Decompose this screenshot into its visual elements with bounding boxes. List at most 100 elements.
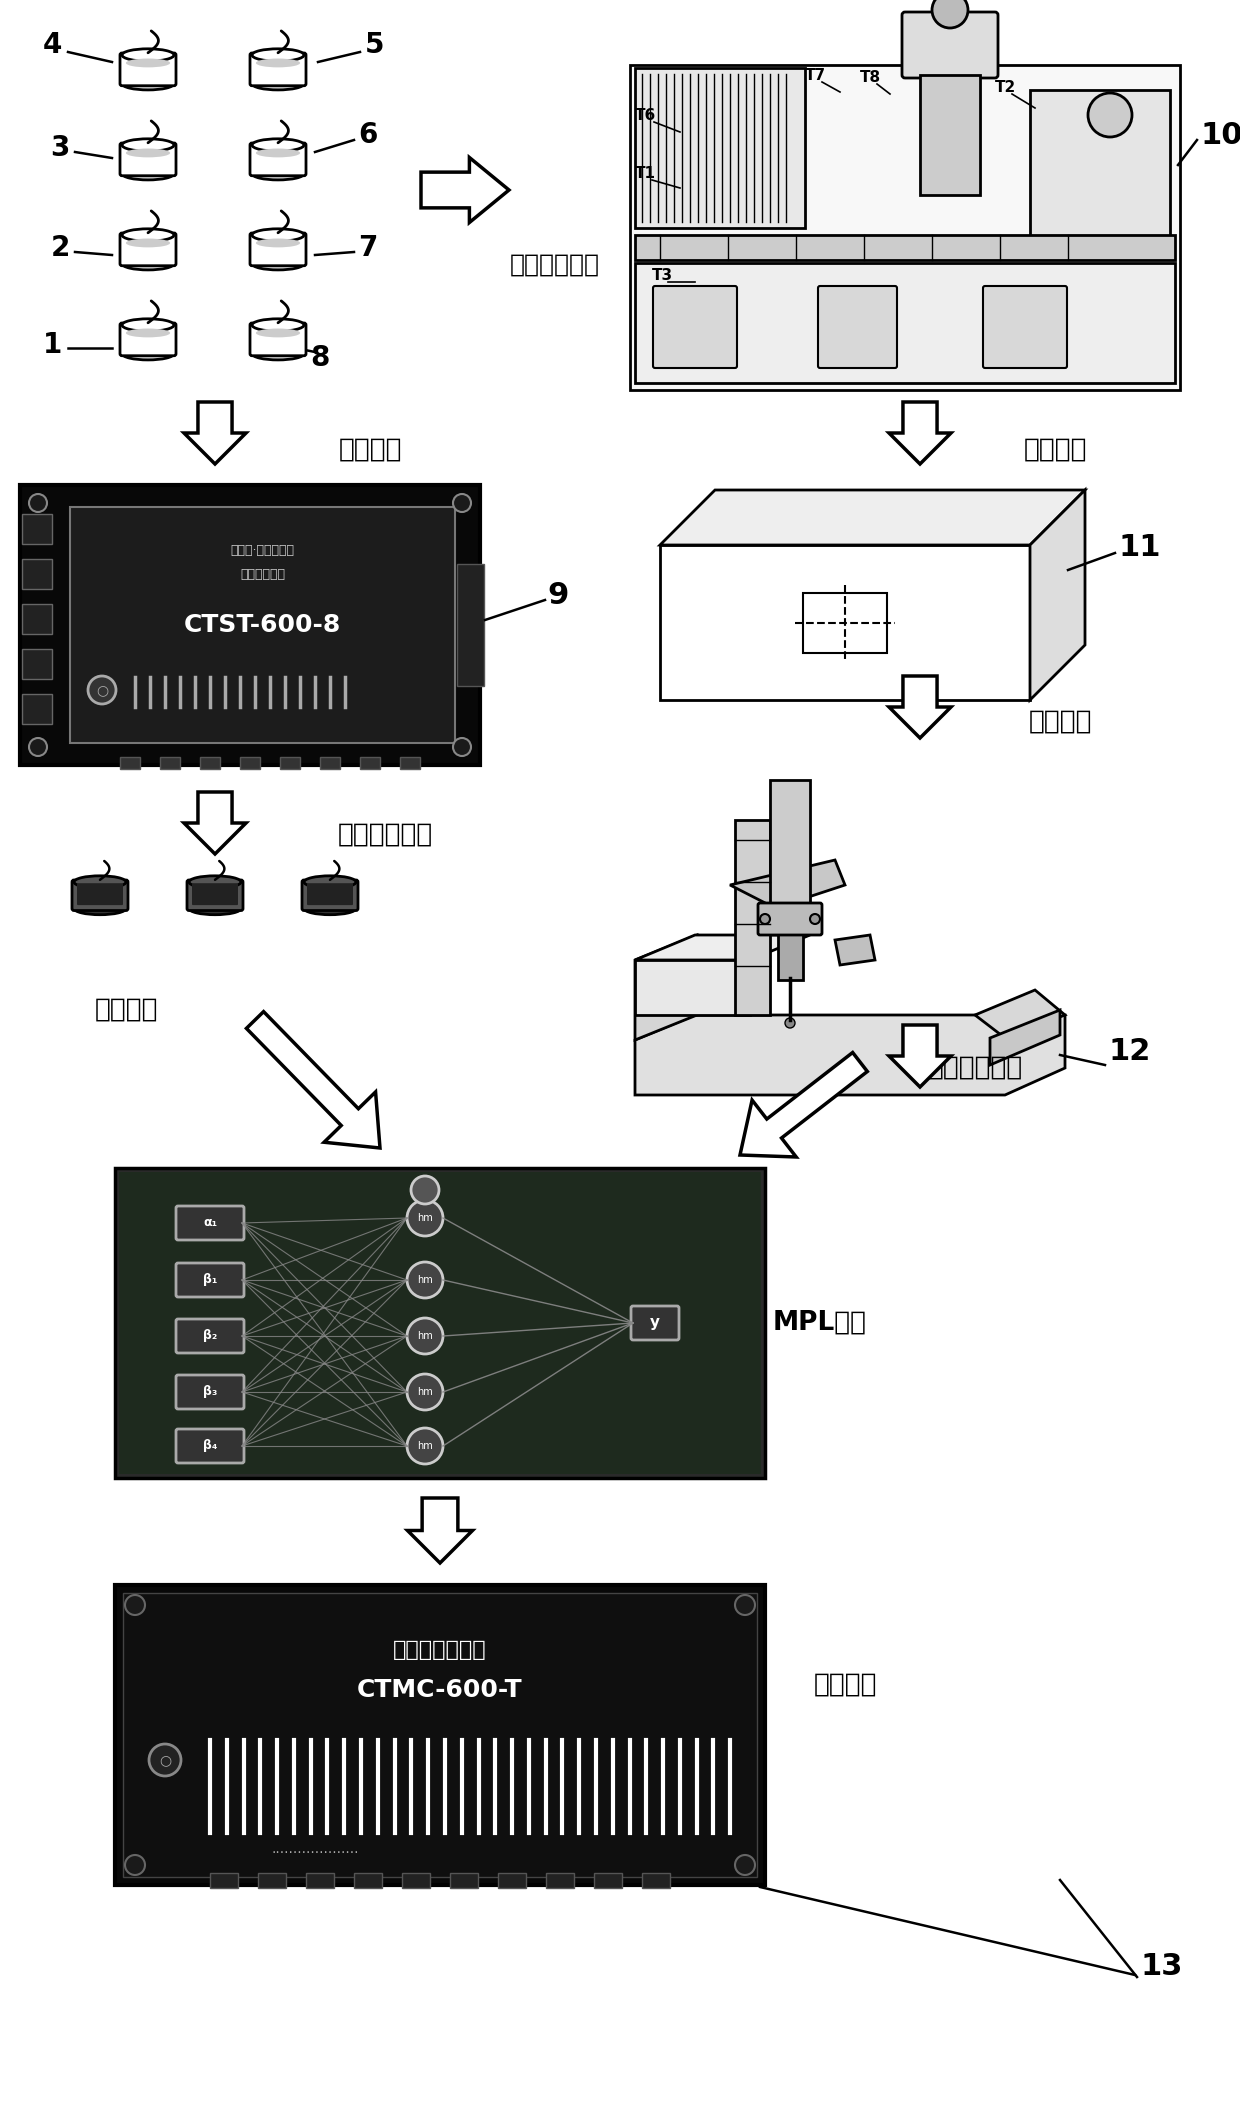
FancyBboxPatch shape (308, 883, 353, 904)
Ellipse shape (188, 875, 241, 887)
Polygon shape (975, 991, 1065, 1039)
FancyBboxPatch shape (77, 883, 123, 904)
FancyBboxPatch shape (401, 757, 420, 770)
FancyBboxPatch shape (176, 1264, 244, 1298)
Text: ○: ○ (159, 1754, 171, 1767)
Ellipse shape (122, 78, 174, 90)
FancyBboxPatch shape (250, 324, 306, 355)
FancyBboxPatch shape (115, 1167, 765, 1478)
Text: 11: 11 (1118, 534, 1161, 562)
Circle shape (407, 1428, 443, 1464)
FancyBboxPatch shape (192, 883, 238, 904)
Text: 关键温度辨识: 关键温度辨识 (337, 822, 433, 848)
Text: 误差补偿主模块: 误差补偿主模块 (393, 1640, 487, 1659)
Circle shape (932, 0, 968, 27)
Circle shape (453, 738, 471, 755)
Ellipse shape (255, 238, 300, 248)
Ellipse shape (252, 320, 304, 330)
FancyBboxPatch shape (303, 879, 358, 911)
FancyBboxPatch shape (160, 757, 180, 770)
Circle shape (407, 1319, 443, 1354)
Circle shape (29, 494, 47, 511)
FancyBboxPatch shape (920, 76, 980, 196)
Ellipse shape (74, 875, 126, 887)
FancyBboxPatch shape (498, 1874, 526, 1888)
FancyBboxPatch shape (250, 143, 306, 177)
FancyBboxPatch shape (120, 233, 176, 265)
Text: T1: T1 (635, 166, 656, 181)
Text: 2: 2 (51, 233, 69, 263)
Text: 4: 4 (42, 32, 62, 59)
FancyBboxPatch shape (818, 286, 897, 368)
Ellipse shape (252, 48, 304, 61)
Text: 误差补偿: 误差补偿 (813, 1672, 877, 1697)
Ellipse shape (122, 257, 174, 269)
Text: 7: 7 (358, 233, 378, 263)
Ellipse shape (126, 59, 170, 67)
Text: 6: 6 (358, 122, 378, 149)
Text: hm: hm (417, 1441, 433, 1451)
Text: hm: hm (417, 1213, 433, 1224)
Circle shape (88, 675, 117, 705)
FancyBboxPatch shape (187, 879, 243, 911)
Polygon shape (408, 1497, 472, 1563)
FancyBboxPatch shape (280, 757, 300, 770)
Ellipse shape (126, 149, 170, 158)
Ellipse shape (122, 168, 174, 181)
FancyBboxPatch shape (546, 1874, 574, 1888)
Text: MPL建模: MPL建模 (773, 1310, 867, 1335)
FancyBboxPatch shape (458, 564, 484, 686)
Ellipse shape (304, 902, 356, 915)
Circle shape (1087, 93, 1132, 137)
FancyBboxPatch shape (22, 559, 52, 589)
Ellipse shape (255, 328, 300, 336)
FancyBboxPatch shape (22, 694, 52, 723)
FancyBboxPatch shape (22, 513, 52, 545)
Ellipse shape (74, 902, 126, 915)
Text: 13: 13 (1140, 1952, 1183, 1981)
FancyBboxPatch shape (115, 1586, 765, 1884)
Ellipse shape (252, 168, 304, 181)
Text: ○: ○ (95, 683, 108, 696)
Circle shape (760, 915, 770, 923)
Text: 12: 12 (1109, 1037, 1151, 1066)
Polygon shape (740, 1052, 867, 1157)
FancyBboxPatch shape (653, 286, 737, 368)
FancyBboxPatch shape (119, 1171, 761, 1474)
Text: 5: 5 (366, 32, 384, 59)
Polygon shape (422, 158, 508, 223)
Text: 切削工件: 切削工件 (1023, 437, 1086, 463)
Text: 9: 9 (547, 580, 569, 610)
Circle shape (407, 1373, 443, 1409)
FancyBboxPatch shape (1030, 90, 1171, 240)
Text: 特征测量: 特征测量 (1028, 709, 1091, 736)
Text: hm: hm (417, 1274, 433, 1285)
Ellipse shape (126, 328, 170, 336)
Text: 温度测点布置: 温度测点布置 (510, 252, 600, 278)
Ellipse shape (252, 347, 304, 360)
Circle shape (125, 1855, 145, 1876)
FancyBboxPatch shape (630, 65, 1180, 389)
Text: CTST-600-8: CTST-600-8 (184, 612, 341, 637)
Text: hm: hm (417, 1331, 433, 1342)
FancyBboxPatch shape (450, 1874, 477, 1888)
Bar (804, 593, 887, 652)
Text: T3: T3 (652, 267, 673, 284)
FancyBboxPatch shape (631, 1306, 680, 1340)
Text: β₄: β₄ (203, 1438, 217, 1453)
Text: T7: T7 (805, 67, 826, 82)
Polygon shape (635, 936, 697, 1041)
FancyBboxPatch shape (635, 263, 1176, 383)
Circle shape (785, 1018, 795, 1028)
FancyBboxPatch shape (258, 1874, 286, 1888)
Polygon shape (990, 1009, 1060, 1064)
FancyBboxPatch shape (72, 879, 128, 911)
Ellipse shape (122, 347, 174, 360)
FancyBboxPatch shape (353, 1874, 382, 1888)
FancyBboxPatch shape (250, 53, 306, 86)
Ellipse shape (188, 902, 241, 915)
Polygon shape (889, 675, 951, 738)
Ellipse shape (122, 320, 174, 330)
Text: β₂: β₂ (203, 1329, 217, 1342)
FancyBboxPatch shape (306, 1874, 334, 1888)
